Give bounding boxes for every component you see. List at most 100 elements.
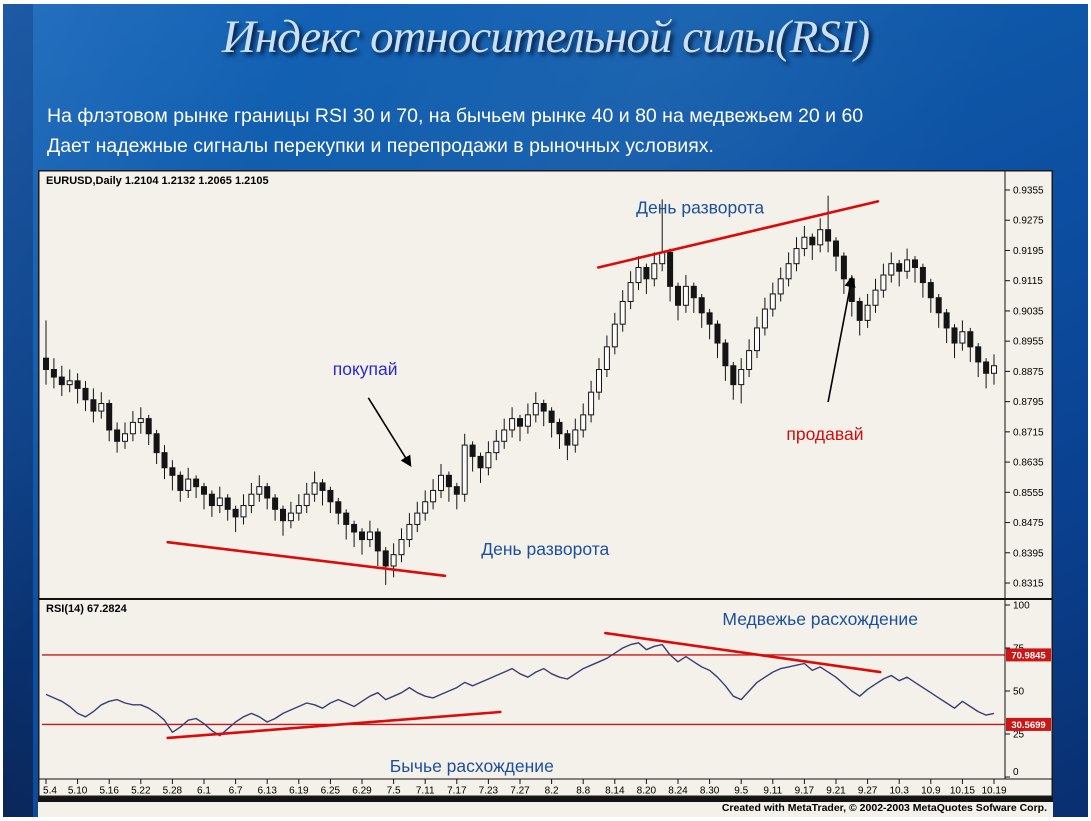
candle-body (524, 414, 531, 427)
date-tick-label: 6.29 (352, 786, 372, 797)
candle-body (145, 418, 152, 435)
rsi-tick-label: 25 (1013, 730, 1025, 741)
price-tick-label: 0.8555 (1013, 488, 1044, 499)
candle-body (477, 455, 484, 469)
candle-body (651, 263, 658, 280)
candle-body (588, 391, 595, 416)
sell-label: продавай (786, 424, 863, 444)
candle-body (280, 508, 286, 522)
subtitle-line-1: На флэтовом рынке границы RSI 30 и 70, н… (47, 105, 864, 127)
candle-body (153, 433, 160, 454)
candle-body (872, 289, 879, 306)
candle-body (469, 444, 476, 457)
date-tick-label: 6.19 (289, 786, 309, 797)
buy-arrow (367, 397, 412, 468)
date-tick-label: 7.5 (387, 786, 401, 797)
candle-body (445, 474, 452, 488)
arrows-layer (367, 275, 856, 468)
date-tick-label: 5.22 (131, 786, 151, 797)
candle-body (256, 486, 263, 495)
candle-body (548, 410, 555, 423)
candle-body (453, 486, 460, 495)
price-tick-label: 0.8875 (1013, 367, 1044, 378)
date-tick-label: 5.28 (163, 786, 183, 797)
date-tick-label: 10.9 (921, 786, 941, 797)
price-tick-label: 0.8715 (1013, 427, 1044, 438)
trendlines-layer (166, 200, 882, 740)
candle-body (856, 300, 863, 321)
candle-body (106, 403, 113, 431)
candle-body (366, 531, 373, 541)
reversal-day-top: День разворота (636, 197, 764, 217)
candle-body (98, 403, 105, 412)
price-tick-label: 0.8475 (1013, 518, 1044, 529)
candle-body (714, 323, 721, 344)
rsi-line (45, 642, 995, 737)
reversal-downtrend-line (166, 540, 447, 578)
date-tick-label: 10.3 (889, 786, 909, 797)
candle-body (224, 497, 231, 510)
candle-body (343, 512, 350, 525)
candle-body (509, 418, 516, 431)
date-tick-label: 6.13 (257, 786, 277, 797)
candle-body (833, 240, 839, 257)
price-tick-label: 0.8635 (1013, 458, 1044, 469)
candle-body (501, 429, 508, 442)
reversal-uptrend-line (596, 200, 880, 269)
candle-body (809, 236, 816, 246)
rsi-level-badge (1006, 648, 1051, 662)
date-tick-label: 5.10 (68, 786, 88, 797)
candle-body (959, 331, 966, 344)
candle-body (517, 418, 523, 427)
date-tick-label: 8.8 (576, 786, 590, 797)
candle-body (777, 278, 784, 295)
candle-body (682, 285, 689, 306)
candle-body (303, 493, 310, 507)
candle-body (327, 489, 334, 503)
candle-body (769, 293, 776, 310)
candle-body (382, 550, 389, 567)
candle-body (603, 346, 610, 371)
candle-body (232, 508, 239, 518)
metatrader-chart: День разворота покупай продавай День развор… (38, 170, 1053, 817)
buy-label: покупай (333, 359, 398, 379)
candle-body (74, 380, 81, 389)
candle-body (761, 308, 768, 329)
chart-bottom-bar (38, 797, 1053, 802)
annotations-layer: День разворота покупай продавай День развор… (333, 197, 918, 776)
date-tick-label: 7.17 (447, 786, 467, 797)
bearish-divergence-line (604, 631, 882, 674)
candle-body (335, 501, 342, 514)
candle-body (667, 251, 674, 287)
date-tick-label: 9.5 (734, 786, 748, 797)
candle-body (169, 467, 176, 476)
candle-body (90, 399, 97, 412)
candle-body (840, 255, 847, 280)
candle-body (264, 486, 271, 499)
candle-body (611, 323, 618, 348)
candle-body (58, 376, 65, 386)
candle-body (122, 433, 128, 442)
reversal-day-bottom: День разворота (481, 539, 609, 559)
candle-body (177, 474, 184, 491)
candle-body (619, 300, 626, 325)
bullish-divergence-label: Бычье расхождение (390, 756, 554, 776)
candle-body (461, 444, 468, 495)
candle-body (754, 327, 760, 352)
candle-body (983, 361, 990, 374)
slide-title: Индекс относительной силы(RSI) (221, 11, 870, 63)
candle-body (414, 512, 421, 525)
chart-frame-border (38, 170, 1053, 797)
candle-body (248, 493, 255, 507)
price-tick-label: 0.9195 (1013, 246, 1044, 257)
candle-body (114, 429, 121, 442)
candle-body (596, 369, 602, 393)
candle-body (311, 482, 318, 495)
price-tick-label: 0.9275 (1013, 216, 1044, 227)
date-tick-label: 5.16 (99, 786, 119, 797)
candle-body (129, 421, 136, 435)
candle-body (398, 539, 405, 556)
candle-body (967, 331, 974, 348)
candle-body (390, 554, 397, 567)
